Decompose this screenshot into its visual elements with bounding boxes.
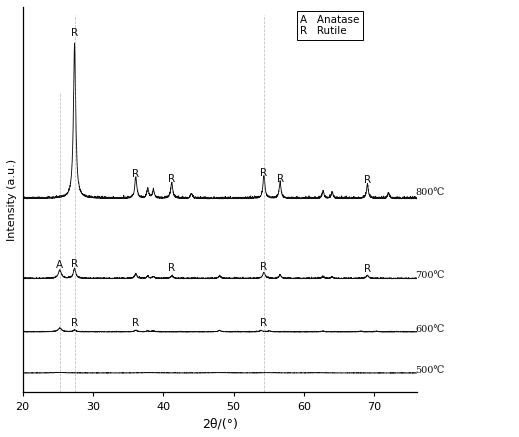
- Text: R: R: [364, 175, 371, 185]
- Text: R: R: [261, 318, 267, 328]
- Text: R: R: [261, 168, 267, 178]
- Text: 500℃: 500℃: [415, 366, 444, 375]
- Text: 800℃: 800℃: [415, 188, 444, 197]
- X-axis label: 2θ/(°): 2θ/(°): [202, 417, 238, 430]
- Text: R: R: [71, 318, 78, 328]
- Text: R: R: [168, 174, 175, 184]
- Text: R: R: [132, 318, 140, 328]
- Text: 700℃: 700℃: [415, 271, 445, 280]
- Text: R: R: [261, 263, 267, 273]
- Text: R: R: [364, 264, 371, 274]
- Y-axis label: Intensity (a.u.): Intensity (a.u.): [7, 159, 17, 241]
- Text: A: A: [56, 260, 63, 270]
- Text: A   Anatase
R   Rutile: A Anatase R Rutile: [301, 15, 360, 36]
- Text: R: R: [71, 259, 78, 269]
- Text: R: R: [277, 174, 284, 184]
- Text: R: R: [168, 263, 175, 273]
- Text: R: R: [132, 169, 140, 179]
- Text: R: R: [71, 28, 78, 38]
- Text: 600℃: 600℃: [415, 325, 444, 334]
